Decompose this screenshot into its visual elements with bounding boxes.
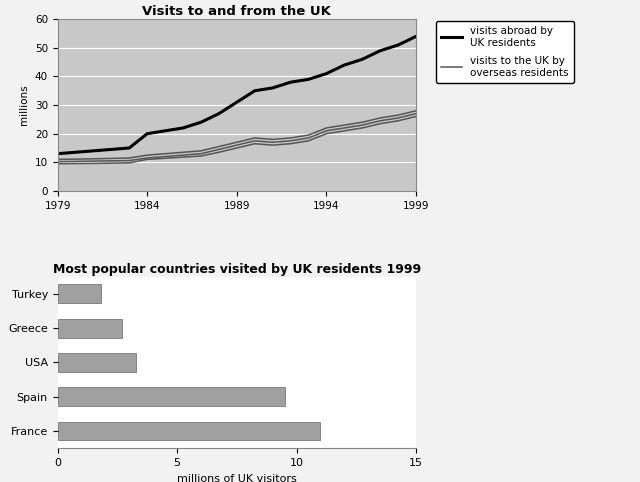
Bar (58, 319, 122, 337)
visits abroad by
UK residents (394, 42, 402, 48)
visits abroad by
UK residents (269, 85, 276, 91)
visits to the UK by
overseas residents (161, 151, 169, 157)
visits abroad by
UK residents (287, 80, 294, 85)
visits to the UK by
overseas residents (358, 120, 366, 125)
visits to the UK by
overseas residents (90, 156, 97, 162)
Bar (58, 284, 100, 303)
visits to the UK by
overseas residents (251, 135, 259, 141)
visits abroad by
UK residents (179, 125, 187, 131)
visits to the UK by
overseas residents (54, 157, 61, 162)
visits to the UK by
overseas residents (215, 144, 223, 149)
visits to the UK by
overseas residents (340, 122, 348, 128)
visits abroad by
UK residents (376, 48, 384, 54)
Line: visits to the UK by
overseas residents: visits to the UK by overseas residents (58, 111, 416, 160)
Legend: visits abroad by
UK residents, visits to the UK by
overseas residents: visits abroad by UK residents, visits to… (436, 21, 573, 83)
Title: Visits to and from the UK: Visits to and from the UK (142, 5, 332, 18)
visits to the UK by
overseas residents (376, 115, 384, 121)
visits abroad by
UK residents (251, 88, 259, 94)
visits to the UK by
overseas residents (233, 139, 241, 145)
visits abroad by
UK residents (90, 148, 97, 154)
Y-axis label: millions: millions (19, 85, 29, 125)
X-axis label: millions of UK visitors: millions of UK visitors (177, 473, 297, 482)
visits abroad by
UK residents (143, 131, 151, 136)
visits to the UK by
overseas residents (412, 108, 420, 114)
visits to the UK by
overseas residents (394, 112, 402, 118)
visits to the UK by
overseas residents (125, 155, 133, 161)
visits to the UK by
overseas residents (305, 132, 312, 138)
visits abroad by
UK residents (305, 77, 312, 82)
Title: Most popular countries visited by UK residents 1999: Most popular countries visited by UK res… (52, 263, 421, 276)
visits abroad by
UK residents (215, 111, 223, 117)
visits abroad by
UK residents (54, 151, 61, 157)
Line: visits abroad by
UK residents: visits abroad by UK residents (58, 37, 416, 154)
visits abroad by
UK residents (125, 145, 133, 151)
visits to the UK by
overseas residents (287, 135, 294, 141)
visits to the UK by
overseas residents (323, 125, 330, 131)
Bar (58, 422, 321, 441)
visits to the UK by
overseas residents (269, 136, 276, 142)
Bar (58, 353, 136, 372)
visits to the UK by
overseas residents (143, 152, 151, 158)
visits abroad by
UK residents (358, 56, 366, 62)
visits abroad by
UK residents (197, 120, 205, 125)
visits abroad by
UK residents (323, 71, 330, 77)
visits abroad by
UK residents (412, 34, 420, 40)
visits abroad by
UK residents (233, 99, 241, 105)
visits abroad by
UK residents (161, 128, 169, 134)
visits to the UK by
overseas residents (197, 148, 205, 154)
Bar (58, 388, 285, 406)
visits abroad by
UK residents (340, 62, 348, 68)
visits to the UK by
overseas residents (179, 149, 187, 155)
